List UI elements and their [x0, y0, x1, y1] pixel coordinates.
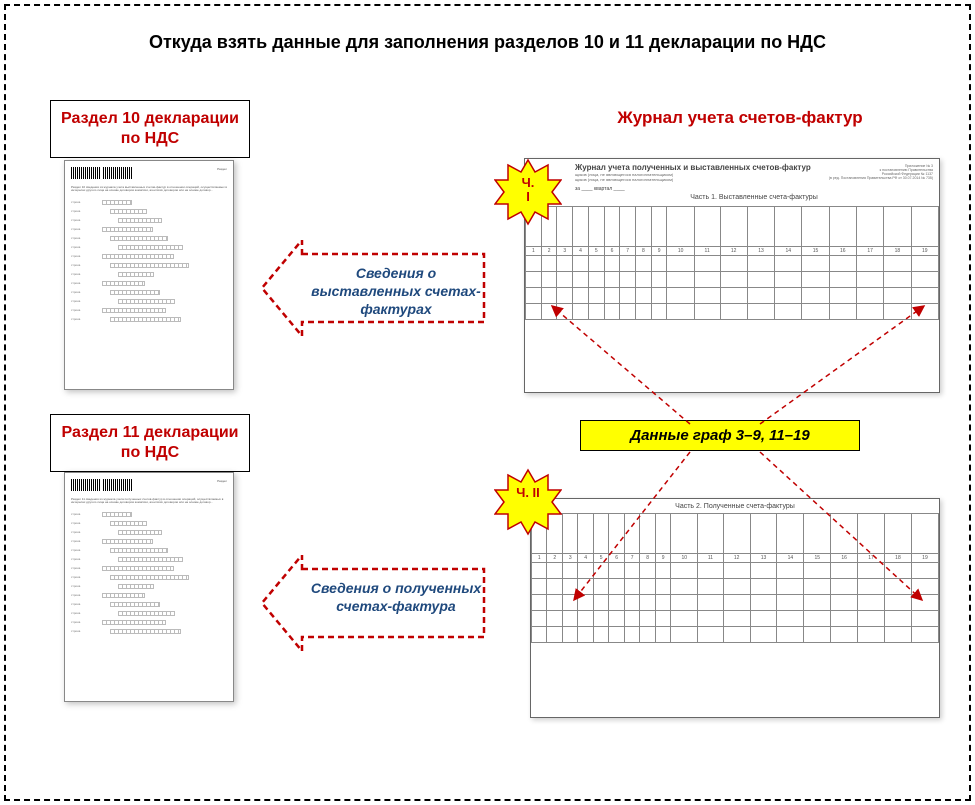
journal-header-label: Журнал учета счетов-фактур: [555, 108, 925, 128]
section10-doc-thumb: Раздел Раздел 10 сведения из журнала уче…: [64, 160, 234, 390]
page-title: Откуда взять данные для заполнения разде…: [34, 32, 941, 53]
star1-text: Ч.I: [494, 176, 562, 203]
section10-label: Раздел 10 декларации по НДС: [61, 110, 239, 147]
part2-star-badge: Ч. II: [494, 468, 562, 536]
journal-part1-table: Журнал учета полученных и выставленных с…: [524, 158, 940, 393]
arrow1-label: Сведения о выставленных счетах-фактурах: [310, 264, 482, 319]
journal-part2-title: Часть 2. Полученные счета-фактуры: [531, 499, 939, 513]
section10-label-box: Раздел 10 декларации по НДС: [50, 100, 250, 158]
journal-part1-grid: 12345678910111213141516171819: [525, 206, 939, 320]
arrow-received-invoices: Сведения о полученных счетах-фактура: [258, 555, 488, 651]
data-columns-box: Данные граф 3–9, 11–19: [580, 420, 860, 451]
arrow-issued-invoices: Сведения о выставленных счетах-фактурах: [258, 240, 488, 336]
data-box-text: Данные граф 3–9, 11–19: [630, 427, 810, 444]
section11-label: Раздел 11 декларации по НДС: [61, 424, 238, 461]
arrow2-label: Сведения о полученных счетах-фактура: [310, 579, 482, 615]
part1-star-badge: Ч.I: [494, 158, 562, 226]
section11-label-box: Раздел 11 декларации по НДС: [50, 414, 250, 472]
journal-part1-title: Часть 1. Выставленные счета-фактуры: [575, 192, 933, 204]
section11-doc-thumb: Раздел Раздел 11 сведения из журнала уче…: [64, 472, 234, 702]
journal-part2-table: Часть 2. Полученные счета-фактуры 123456…: [530, 498, 940, 718]
journal-label-text: Журнал учета счетов-фактур: [617, 108, 862, 127]
star2-text: Ч. II: [494, 486, 562, 500]
journal-part2-grid: 12345678910111213141516171819: [531, 513, 939, 643]
